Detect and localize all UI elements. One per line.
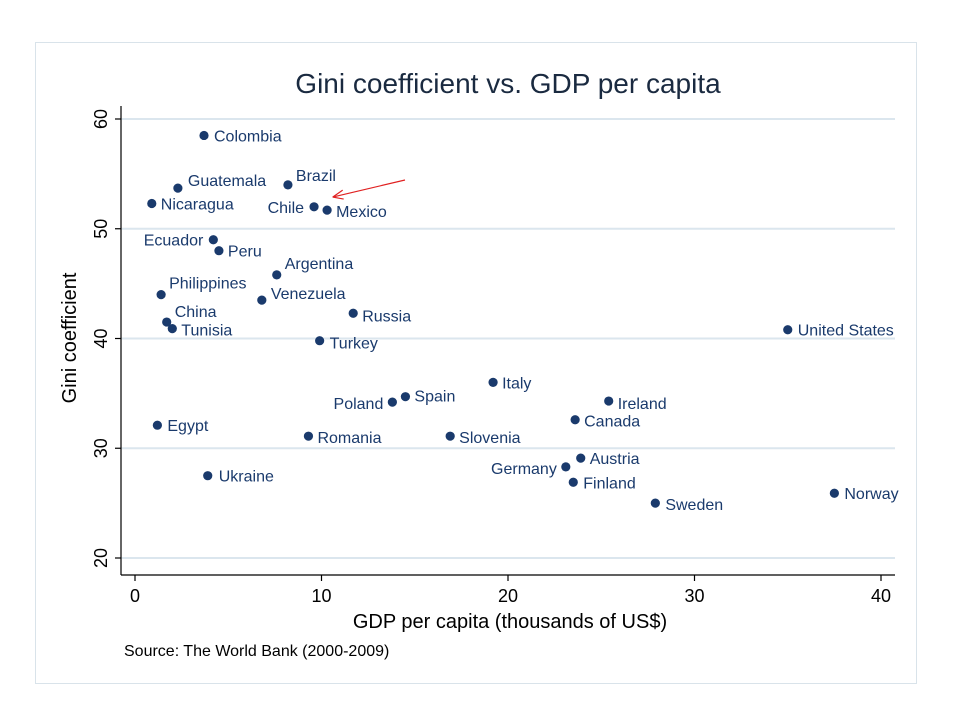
data-points: Colombia Guatemala Brazil Nicaragua Chile Mex… — [144, 128, 899, 514]
point-philippines — [156, 290, 166, 300]
arrow-head — [332, 189, 344, 200]
x-axis-label: GDP per capita (thousands of US$) — [353, 611, 667, 633]
point-label-turkey: Turkey — [330, 336, 378, 353]
point-russia — [348, 308, 358, 318]
point-label-austria: Austria — [590, 451, 640, 468]
chart-title: Gini coefficient vs. GDP per capita — [295, 68, 721, 99]
point-canada — [570, 415, 580, 425]
x-tick-label: 0 — [130, 586, 140, 606]
point-poland — [387, 397, 397, 407]
y-tick-label: 30 — [91, 438, 111, 458]
point-label-germany: Germany — [491, 461, 557, 478]
point-label-ukraine: Ukraine — [219, 469, 274, 486]
point-label-mexico: Mexico — [336, 204, 387, 221]
point-label-russia: Russia — [362, 308, 411, 325]
point-label-colombia: Colombia — [214, 128, 282, 145]
point-label-peru: Peru — [228, 244, 262, 261]
point-austria — [576, 453, 586, 463]
point-norway — [829, 488, 839, 498]
point-label-slovenia: Slovenia — [459, 430, 520, 447]
point-label-china: China — [175, 304, 217, 321]
point-label-brazil: Brazil — [296, 168, 336, 185]
point-germany — [561, 462, 571, 472]
point-label-venezuela: Venezuela — [271, 286, 346, 303]
point-italy — [488, 377, 498, 387]
y-axis-label: Gini coefficient — [59, 272, 81, 403]
point-label-norway: Norway — [844, 486, 898, 503]
y-tick-label: 40 — [91, 328, 111, 348]
y-tick-label: 50 — [91, 219, 111, 239]
point-label-guatemala: Guatemala — [188, 173, 266, 190]
point-label-sweden: Sweden — [665, 497, 723, 514]
point-colombia — [199, 130, 209, 141]
tick-labels: 20 30 40 50 60 0 10 20 30 40 — [91, 109, 891, 606]
point-argentina — [272, 270, 282, 280]
point-label-spain: Spain — [414, 389, 455, 406]
point-spain — [400, 392, 411, 402]
point-egypt — [152, 420, 162, 430]
point-chile — [309, 202, 319, 212]
point-slovenia — [445, 431, 455, 441]
point-label-tunisia: Tunisia — [181, 323, 232, 340]
point-label-united-states: United States — [798, 323, 894, 340]
point-ukraine — [203, 471, 213, 481]
point-label-ireland: Ireland — [618, 396, 667, 413]
point-mexico — [322, 205, 332, 215]
x-tick-label: 20 — [498, 586, 518, 606]
gridlines — [121, 118, 895, 559]
point-label-italy: Italy — [502, 375, 531, 392]
point-tunisia — [167, 324, 177, 334]
chart-frame — [35, 42, 917, 684]
arrow-shaft — [332, 179, 406, 198]
point-romania — [303, 431, 314, 441]
point-ecuador — [208, 235, 218, 245]
point-label-poland: Poland — [334, 396, 384, 413]
point-peru — [214, 246, 224, 256]
point-ireland — [604, 396, 614, 406]
point-label-finland: Finland — [583, 475, 635, 492]
point-label-romania: Romania — [317, 430, 381, 447]
point-label-chile: Chile — [268, 200, 305, 217]
x-tick-label: 10 — [311, 586, 331, 606]
point-label-argentina: Argentina — [285, 256, 354, 273]
point-label-egypt: Egypt — [167, 418, 208, 435]
point-china — [162, 317, 172, 327]
point-guatemala — [173, 183, 183, 193]
point-sweden — [650, 498, 660, 508]
point-turkey — [315, 336, 325, 346]
axes — [115, 106, 895, 581]
point-united-states — [783, 325, 793, 335]
y-tick-label: 20 — [91, 548, 111, 568]
point-brazil — [283, 180, 293, 190]
point-finland — [568, 477, 578, 487]
y-tick-label: 60 — [91, 109, 111, 129]
point-label-ecuador: Ecuador — [144, 233, 204, 250]
source-note: Source: The World Bank (2000-2009) — [124, 643, 389, 660]
point-nicaragua — [147, 198, 157, 209]
point-label-nicaragua: Nicaragua — [161, 197, 234, 214]
annotation-arrow — [332, 179, 406, 200]
point-label-philippines: Philippines — [169, 276, 246, 293]
x-tick-label: 40 — [871, 586, 891, 606]
point-venezuela — [257, 295, 267, 305]
x-tick-label: 30 — [684, 586, 704, 606]
point-label-canada: Canada — [584, 414, 640, 431]
